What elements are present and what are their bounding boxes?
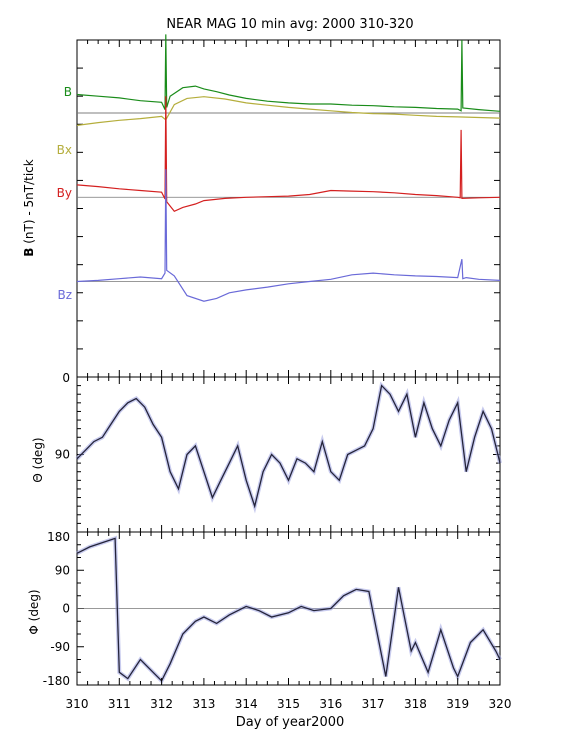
theta-panel: 0 90 Θ (deg)	[31, 371, 502, 533]
x-tick-label: 312	[150, 697, 173, 711]
field-ylabel-rest: (nT) - 5nT/tick	[22, 159, 36, 247]
series-line-bz	[76, 169, 501, 302]
theta-y-tick-label: 0	[62, 371, 70, 385]
phi-y-tick-label: 0	[62, 602, 70, 616]
x-axis: 310 311 312 313 314 315 316 317 318 319 320	[66, 40, 512, 711]
phi-panel-ticks: 180 90 0 -90 -180	[43, 530, 500, 688]
x-tick-label: 317	[362, 697, 385, 711]
x-axis-label: Day of year2000	[236, 715, 345, 730]
phi-y-tick-label: -180	[43, 674, 70, 688]
theta-panel-series	[75, 381, 502, 514]
field-panel: B Bx By Bz B (nT) - 5nT/tick	[22, 34, 501, 378]
x-tick-label: 316	[319, 697, 342, 711]
series-label-bx: Bx	[57, 143, 72, 157]
x-tick-label: 315	[277, 697, 300, 711]
chart-title: NEAR MAG 10 min avg: 2000 310-320	[166, 17, 413, 32]
series-line-by	[76, 96, 501, 213]
field-panel-ticks	[77, 39, 500, 378]
phi-y-tick-label: 180	[47, 530, 70, 544]
theta-panel-ylabel: Θ (deg)	[31, 437, 45, 482]
phi-panel-ylabel: Φ (deg)	[27, 589, 41, 634]
x-tick-label: 320	[489, 697, 512, 711]
theta-y-tick-label: 90	[55, 448, 70, 462]
field-panel-series	[76, 34, 501, 302]
series-label-bz: Bz	[57, 288, 72, 302]
x-tick-label: 310	[66, 697, 89, 711]
phi-panel-series	[76, 535, 502, 685]
field-panel-frame	[76, 39, 501, 378]
phi-y-tick-label: 90	[55, 563, 70, 577]
phi-panel: 180 90 0 -90 -180 Φ (deg)	[27, 530, 502, 688]
theta-panel-ticks: 0 90	[55, 371, 500, 533]
phi-y-tick-label: -90	[50, 640, 70, 654]
series-label-by: By	[57, 186, 72, 200]
theta-series-line	[76, 384, 501, 509]
series-label-b: B	[64, 85, 72, 99]
x-tick-label: 314	[235, 697, 258, 711]
x-tick-label: 311	[108, 697, 131, 711]
field-panel-reference-lines	[77, 112, 500, 282]
field-panel-ylabel: B (nT) - 5nT/tick	[22, 159, 36, 256]
series-line-bx	[76, 96, 501, 126]
x-tick-label: 318	[404, 697, 427, 711]
x-tick-label: 313	[192, 697, 215, 711]
x-tick-label: 319	[446, 697, 469, 711]
field-panel-series-labels: B Bx By Bz	[57, 85, 72, 302]
field-ylabel-bold: B	[22, 248, 36, 257]
phi-series-line	[76, 537, 501, 682]
series-line-b	[76, 34, 501, 112]
